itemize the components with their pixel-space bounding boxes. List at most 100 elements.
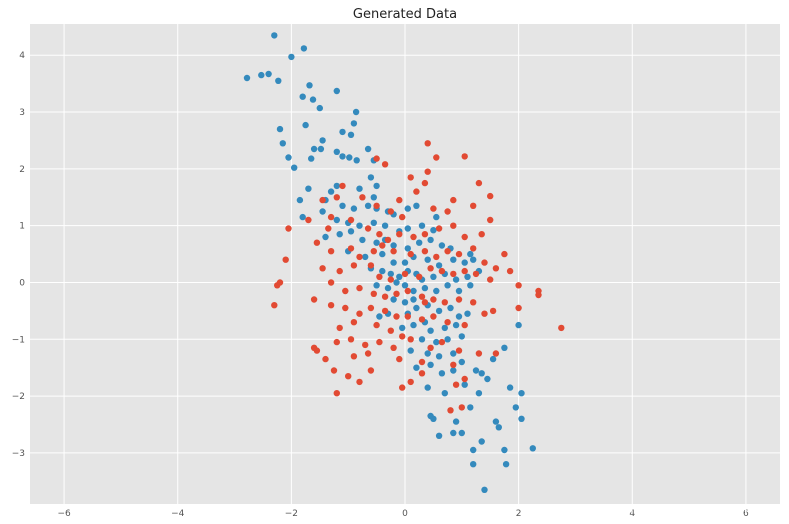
scatter-point: [310, 296, 318, 303]
scatter-point: [424, 384, 431, 391]
scatter-point: [467, 250, 474, 258]
scatter-point: [475, 179, 483, 187]
scatter-point: [438, 370, 446, 377]
scatter-point: [299, 213, 306, 221]
scatter-point: [271, 32, 278, 39]
scatter-point: [461, 259, 468, 266]
scatter-point: [356, 253, 363, 261]
scatter-point: [376, 313, 383, 320]
scatter-point: [399, 324, 406, 332]
scatter-point: [356, 185, 363, 192]
scatter-point: [470, 245, 477, 252]
y-tick-label: 2: [19, 165, 25, 175]
scatter-point: [433, 287, 440, 295]
scatter-point: [370, 219, 377, 226]
scatter-point: [470, 446, 477, 454]
scatter-point: [515, 282, 522, 289]
scatter-point: [433, 253, 440, 261]
scatter-point: [450, 196, 457, 204]
scatter-point: [461, 381, 468, 388]
scatter-point: [393, 313, 400, 320]
scatter-point: [401, 299, 409, 306]
scatter-point: [502, 461, 510, 468]
scatter-point: [336, 267, 343, 275]
scatter-point: [464, 310, 471, 317]
scatter-point: [396, 231, 403, 238]
scatter-point: [276, 279, 284, 286]
scatter-point: [379, 250, 386, 258]
scatter-point: [450, 350, 457, 357]
scatter-point: [410, 321, 417, 329]
scatter-point: [478, 370, 485, 377]
scatter-point: [327, 279, 335, 286]
scatter-point: [461, 233, 468, 241]
scatter-point: [319, 265, 326, 272]
x-tick-label: −4: [171, 509, 185, 519]
scatter-point: [384, 284, 392, 292]
scatter-point: [336, 231, 343, 238]
scatter-point: [243, 74, 251, 82]
scatter-point: [461, 321, 468, 329]
scatter-point: [381, 293, 389, 300]
scatter-point: [438, 338, 446, 346]
scatter-point: [302, 121, 309, 129]
scatter-point: [393, 290, 400, 297]
scatter-point: [501, 250, 508, 258]
scatter-point: [413, 202, 420, 209]
scatter-point: [430, 296, 437, 303]
scatter-point: [424, 140, 431, 147]
scatter-point: [450, 270, 457, 278]
scatter-point: [472, 270, 480, 278]
scatter-point: [339, 153, 346, 160]
scatter-point: [393, 279, 400, 286]
scatter-point: [265, 70, 272, 78]
scatter-point: [347, 245, 355, 252]
scatter-point: [390, 248, 397, 255]
scatter-point: [367, 367, 375, 374]
scatter-point: [258, 71, 265, 79]
scatter-point: [346, 154, 353, 161]
x-tick-label: 2: [516, 509, 522, 519]
scatter-point: [404, 245, 411, 252]
scatter-point: [376, 231, 383, 238]
scatter-point: [427, 361, 434, 368]
scatter-point: [427, 265, 434, 272]
x-tick-label: −6: [57, 509, 71, 519]
scatter-point: [347, 131, 355, 138]
scatter-point: [418, 336, 426, 343]
x-tick-label: −2: [285, 509, 298, 519]
scatter-point: [492, 265, 500, 272]
scatter-point: [447, 304, 454, 312]
scatter-point: [441, 390, 448, 397]
scatter-point: [529, 445, 536, 452]
scatter-point: [430, 227, 437, 234]
series-0: [243, 32, 536, 493]
scatter-point: [362, 341, 369, 349]
scatter-point: [441, 299, 448, 306]
scatter-point: [455, 250, 463, 258]
scatter-point: [427, 344, 434, 351]
scatter-point: [313, 347, 321, 354]
scatter-point: [379, 267, 386, 275]
scatter-point: [316, 104, 323, 112]
scatter-point: [464, 273, 471, 280]
scatter-point: [478, 438, 485, 445]
y-tick-label: 0: [19, 278, 25, 288]
scatter-point: [327, 188, 335, 195]
scatter-point: [435, 225, 443, 232]
scatter-point: [401, 282, 409, 289]
scatter-point: [430, 415, 437, 422]
scatter-point: [455, 296, 463, 303]
scatter-point: [421, 179, 429, 187]
scatter-point: [327, 248, 335, 255]
scatter-point: [376, 273, 383, 280]
scatter-point: [401, 259, 409, 266]
scatter-point: [333, 216, 340, 224]
scatter-point: [501, 344, 508, 351]
scatter-point: [461, 375, 468, 383]
scatter-point: [336, 324, 343, 332]
scatter-point: [373, 202, 380, 209]
scatter-point: [435, 353, 443, 360]
scatter-point: [424, 256, 431, 263]
